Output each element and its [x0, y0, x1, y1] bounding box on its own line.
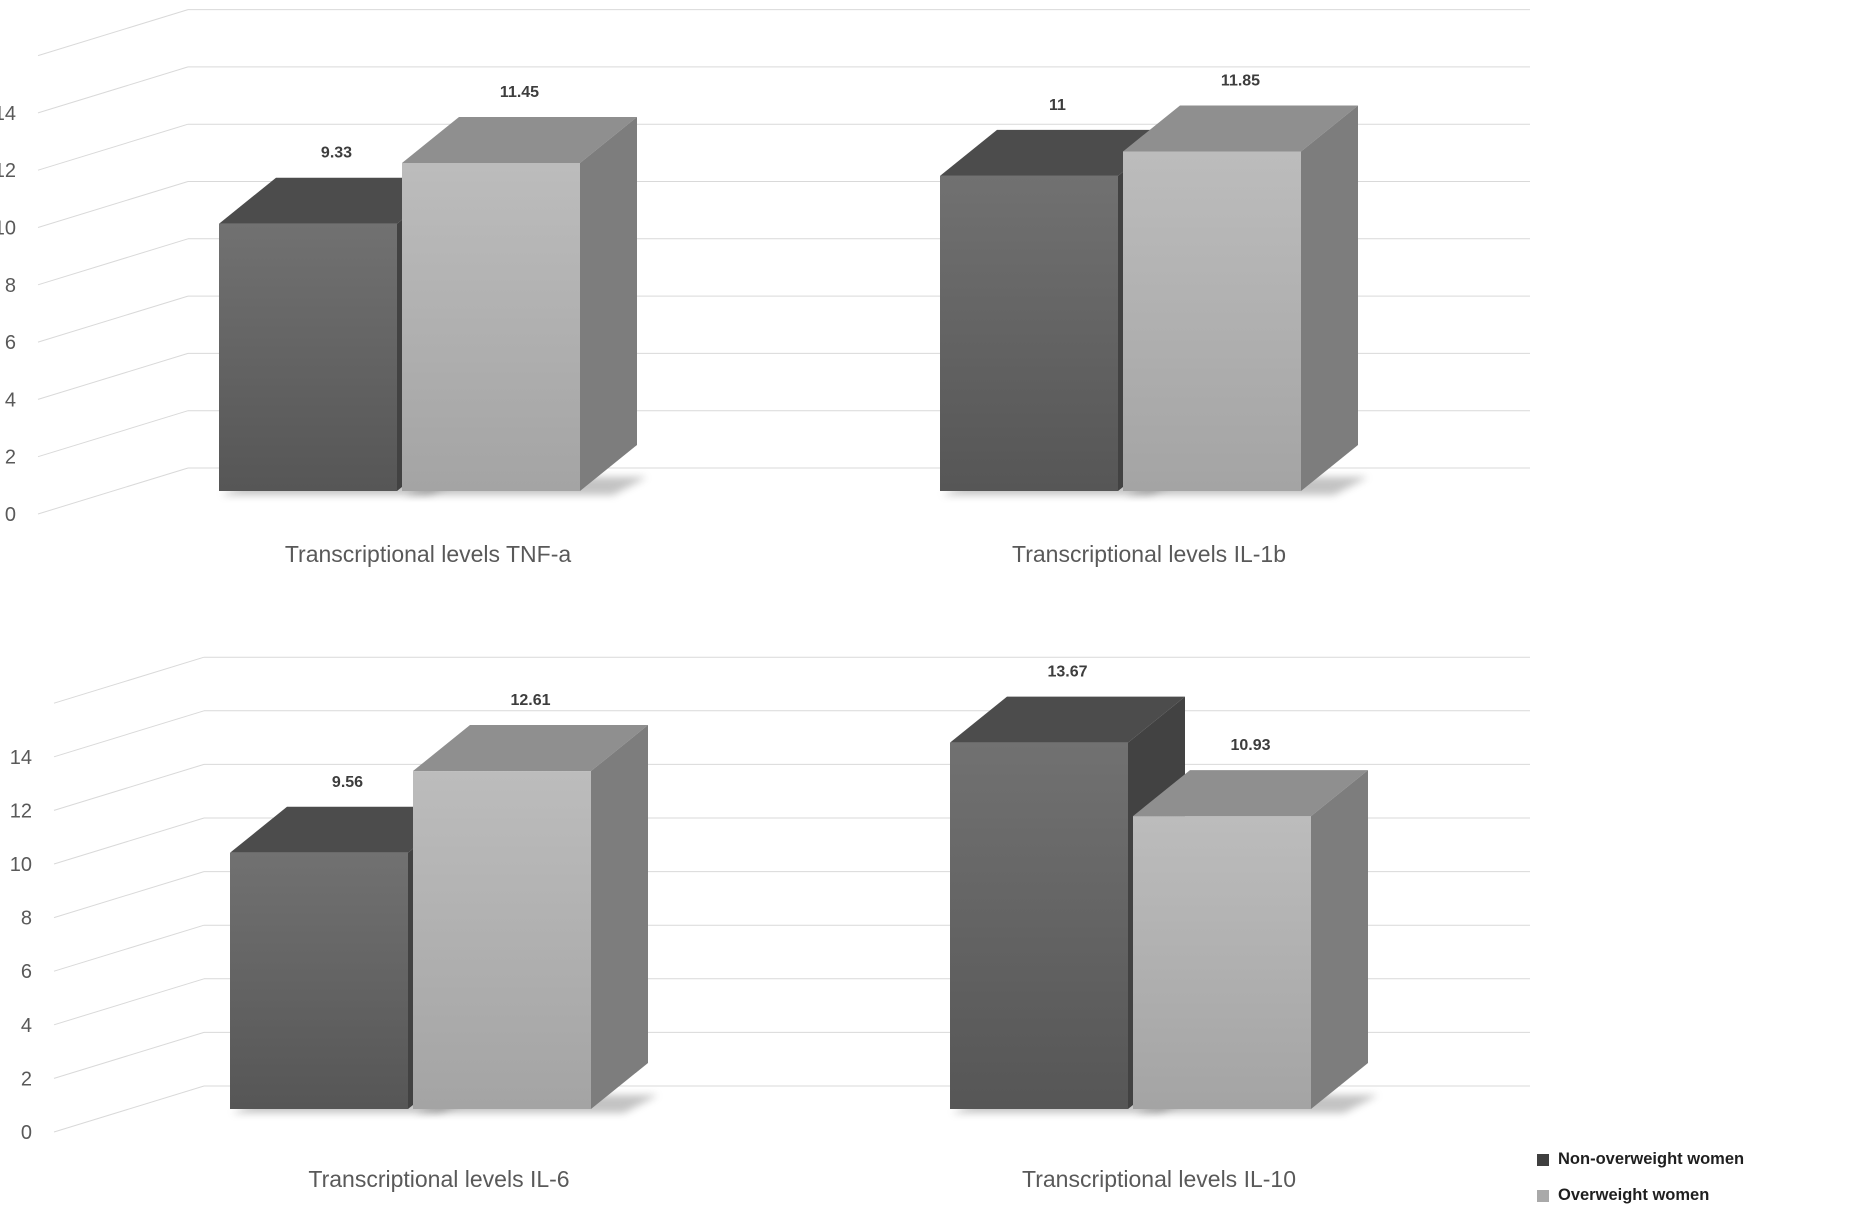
bar-value-label: 11 — [1049, 97, 1066, 114]
bar-front-face — [1133, 816, 1311, 1109]
y-tick-label: 6 — [5, 332, 16, 354]
bar-top-face — [940, 129, 1175, 176]
bar-front-face — [413, 771, 591, 1109]
gridline-wall — [53, 710, 205, 758]
bar-top-face — [1133, 770, 1368, 817]
bar-top-face — [950, 696, 1185, 743]
legend: Non-overweight women Overweight women — [1537, 1150, 1744, 1222]
chart-row-top: 0 2 4 6 8 10 12 14 9.33 11.45 Transcriptional leve… — [0, 9, 1530, 567]
bar-overweight-cat0 — [413, 725, 648, 1109]
bar-side-face — [580, 116, 637, 492]
gridline-wall — [37, 352, 189, 400]
bar-front-face — [219, 223, 397, 491]
y-tick-label: 2 — [21, 1068, 32, 1090]
bar-top-face — [219, 177, 454, 224]
gridline-wall — [37, 9, 189, 57]
bar-front-face — [940, 175, 1118, 491]
gridline-wall — [53, 656, 205, 704]
bar-value-label: 11.85 — [1221, 72, 1260, 89]
gridline-wall — [37, 238, 189, 286]
bar-overweight-cat1 — [1133, 770, 1368, 1109]
chart-row-bottom: 0 2 4 6 8 10 12 14 9.56 12.61 Transcriptional leve… — [10, 656, 1530, 1192]
y-tick-label: 8 — [21, 908, 32, 930]
bar-front-face — [402, 162, 580, 491]
bar-value-label: 11.45 — [500, 84, 539, 101]
y-tick-label: 10 — [0, 218, 16, 240]
gridline-wall — [37, 295, 189, 343]
category-label: Transcriptional levels IL-1b — [1012, 541, 1286, 567]
bar-value-label: 9.33 — [321, 145, 352, 162]
legend-item-non-overweight-women: Non-overweight women — [1537, 1150, 1744, 1169]
bar-value-label: 13.67 — [1047, 664, 1087, 681]
y-tick-label: 4 — [5, 389, 16, 411]
bar-top-face — [402, 116, 637, 163]
y-tick-label: 12 — [0, 160, 16, 182]
legend-label-non-overweight-women: Non-overweight women — [1558, 1150, 1745, 1168]
y-tick-label: 14 — [10, 747, 32, 769]
legend-label-overweight-women: Overweight women — [1558, 1186, 1710, 1204]
bar-top-face — [230, 806, 465, 853]
category-label: Transcriptional levels IL-10 — [1022, 1166, 1296, 1192]
gridline-wall — [53, 1085, 205, 1133]
bar-value-label: 10.93 — [1230, 737, 1270, 754]
gridline-wall — [37, 66, 189, 114]
bar-side-face — [591, 725, 648, 1109]
bar-front-face — [950, 742, 1128, 1109]
bar-side-face — [1301, 105, 1358, 491]
gridline-wall — [53, 817, 205, 865]
category-label: Transcriptional levels IL-6 — [308, 1166, 569, 1192]
bar-overweight-cat1 — [1123, 105, 1358, 491]
category-label: Transcriptional levels TNF-a — [285, 541, 572, 567]
y-tick-label: 10 — [10, 854, 32, 876]
y-tick-label: 14 — [0, 103, 16, 125]
y-tick-label: 12 — [10, 800, 32, 822]
legend-swatch-overweight-women — [1537, 1189, 1549, 1202]
gridline-wall — [53, 924, 205, 972]
bar-front-face — [230, 852, 408, 1109]
gridline-wall — [37, 123, 189, 171]
y-tick-label: 8 — [5, 275, 16, 297]
y-tick-label: 6 — [21, 961, 32, 983]
gridline-wall — [53, 1031, 205, 1079]
bar-value-label: 12.61 — [510, 692, 550, 709]
bar-top-face — [1123, 105, 1358, 152]
legend-item-overweight-women: Overweight women — [1537, 1186, 1744, 1205]
y-tick-label: 0 — [21, 1122, 32, 1144]
legend-swatch-non-overweight-women — [1537, 1153, 1549, 1166]
gridline-wall — [37, 181, 189, 228]
gridline-wall — [53, 978, 205, 1026]
bar-front-face — [1123, 151, 1301, 491]
y-tick-label: 4 — [21, 1015, 32, 1037]
gridline-wall — [53, 871, 205, 919]
gridline-wall — [37, 467, 189, 515]
gridline-wall — [37, 410, 189, 458]
bar-top-face — [413, 725, 648, 772]
bar-value-label: 9.56 — [332, 774, 363, 791]
bar-side-face — [1311, 770, 1368, 1109]
bar-overweight-cat0 — [402, 116, 637, 492]
y-tick-label: 2 — [5, 447, 16, 469]
gridline-wall — [53, 763, 205, 811]
y-tick-label: 0 — [5, 504, 16, 526]
